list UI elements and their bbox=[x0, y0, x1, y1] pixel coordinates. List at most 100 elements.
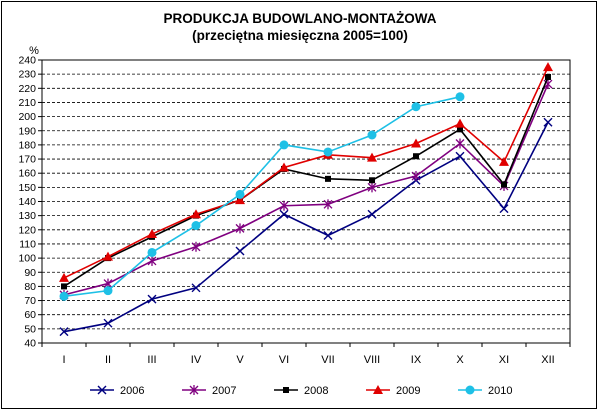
x-tick-label: VIII bbox=[364, 354, 381, 366]
data-point bbox=[411, 138, 421, 148]
y-tick-label: 210 bbox=[18, 97, 36, 109]
series-2008 bbox=[61, 73, 551, 290]
y-tick-label: 220 bbox=[18, 83, 36, 95]
data-point bbox=[235, 223, 245, 234]
data-point bbox=[413, 153, 419, 160]
data-point bbox=[191, 241, 201, 252]
data-point bbox=[279, 200, 289, 211]
data-point bbox=[147, 229, 157, 239]
data-point bbox=[235, 195, 245, 205]
legend-item-2006: 2006 bbox=[90, 385, 144, 397]
chart-title: PRODUKCJA BUDOWLANO-MONTAŻOWA bbox=[163, 11, 437, 26]
y-tick-label: 200 bbox=[18, 111, 36, 123]
data-point bbox=[279, 209, 289, 219]
x-tick-label: XI bbox=[499, 354, 509, 366]
data-point bbox=[235, 246, 245, 256]
data-point bbox=[499, 204, 509, 214]
data-point bbox=[499, 156, 509, 166]
data-point bbox=[103, 251, 113, 261]
series-line bbox=[63, 76, 549, 288]
y-tick-label: 150 bbox=[18, 182, 36, 194]
legend-label: 2007 bbox=[212, 385, 236, 397]
data-point bbox=[465, 385, 475, 395]
data-point bbox=[283, 387, 289, 393]
data-point bbox=[191, 283, 201, 293]
data-point bbox=[103, 318, 113, 328]
data-point bbox=[191, 209, 201, 219]
series-line bbox=[63, 83, 549, 296]
data-point bbox=[189, 385, 199, 395]
series-2009 bbox=[59, 62, 553, 282]
x-tick-label: XII bbox=[541, 354, 554, 366]
data-point bbox=[373, 385, 383, 394]
data-point bbox=[147, 247, 157, 257]
data-point bbox=[543, 62, 553, 72]
x-tick-label: II bbox=[105, 354, 111, 366]
y-tick-label: 180 bbox=[18, 139, 36, 151]
y-tick-label: 40 bbox=[24, 338, 36, 350]
chart-subtitle: (przeciętna miesięczna 2005=100) bbox=[192, 28, 408, 43]
y-tick-label: 140 bbox=[18, 196, 36, 208]
series-line bbox=[63, 66, 549, 279]
legend-label: 2009 bbox=[396, 385, 420, 397]
data-point bbox=[543, 117, 553, 127]
data-point bbox=[455, 138, 465, 149]
x-tick-label: VII bbox=[321, 354, 334, 366]
series-line bbox=[63, 96, 461, 298]
y-tick-label: 110 bbox=[19, 238, 36, 250]
x-tick-label: IX bbox=[411, 354, 422, 366]
legend-label: 2008 bbox=[304, 385, 328, 397]
data-point bbox=[323, 147, 333, 157]
legend-item-2008: 2008 bbox=[274, 385, 328, 397]
data-point bbox=[411, 102, 421, 112]
y-tick-label: 160 bbox=[18, 168, 36, 180]
x-tick-label: VI bbox=[279, 354, 289, 366]
y-tick-label: 230 bbox=[18, 69, 36, 81]
data-point bbox=[103, 286, 113, 296]
legend-item-2009: 2009 bbox=[366, 385, 420, 397]
legend: 2006 2007 2008 2009 2010 bbox=[90, 385, 512, 397]
data-point bbox=[59, 291, 69, 301]
data-point bbox=[367, 182, 377, 193]
x-tick-label: X bbox=[456, 354, 464, 366]
data-point bbox=[59, 272, 69, 282]
y-tick-label: 170 bbox=[18, 154, 36, 166]
y-axis-label: % bbox=[29, 45, 39, 57]
data-point bbox=[323, 230, 333, 240]
x-tick-label: III bbox=[147, 354, 156, 366]
data-point bbox=[545, 73, 551, 80]
legend-item-2010: 2010 bbox=[458, 385, 512, 397]
series-line bbox=[63, 121, 549, 333]
x-tick-label: V bbox=[236, 354, 244, 366]
data-point bbox=[367, 152, 377, 162]
data-point bbox=[369, 177, 375, 184]
data-point bbox=[61, 283, 67, 290]
data-point bbox=[457, 126, 463, 133]
data-point bbox=[235, 189, 245, 199]
data-point bbox=[367, 209, 377, 219]
data-point bbox=[279, 162, 289, 172]
data-point bbox=[455, 118, 465, 128]
y-tick-label: 80 bbox=[24, 281, 36, 293]
y-tick-label: 130 bbox=[18, 210, 36, 222]
data-point bbox=[97, 385, 107, 395]
data-point bbox=[147, 294, 157, 304]
y-tick-label: 50 bbox=[24, 323, 36, 335]
y-tick-label: 100 bbox=[18, 253, 36, 265]
y-tick-label: 190 bbox=[18, 125, 36, 137]
plot-area bbox=[41, 59, 571, 344]
data-point bbox=[59, 327, 69, 337]
legend-label: 2006 bbox=[120, 385, 144, 397]
y-tick-label: 70 bbox=[24, 295, 36, 307]
data-point bbox=[147, 255, 157, 266]
data-point bbox=[279, 140, 289, 150]
data-point bbox=[191, 221, 201, 231]
data-point bbox=[501, 181, 507, 188]
series-2010 bbox=[59, 92, 465, 301]
y-tick-label: 90 bbox=[24, 267, 36, 279]
data-point bbox=[367, 130, 377, 140]
data-point bbox=[411, 171, 421, 182]
series-2007 bbox=[59, 79, 553, 300]
y-tick-label: 240 bbox=[18, 55, 36, 67]
x-tick-label: I bbox=[62, 354, 65, 366]
